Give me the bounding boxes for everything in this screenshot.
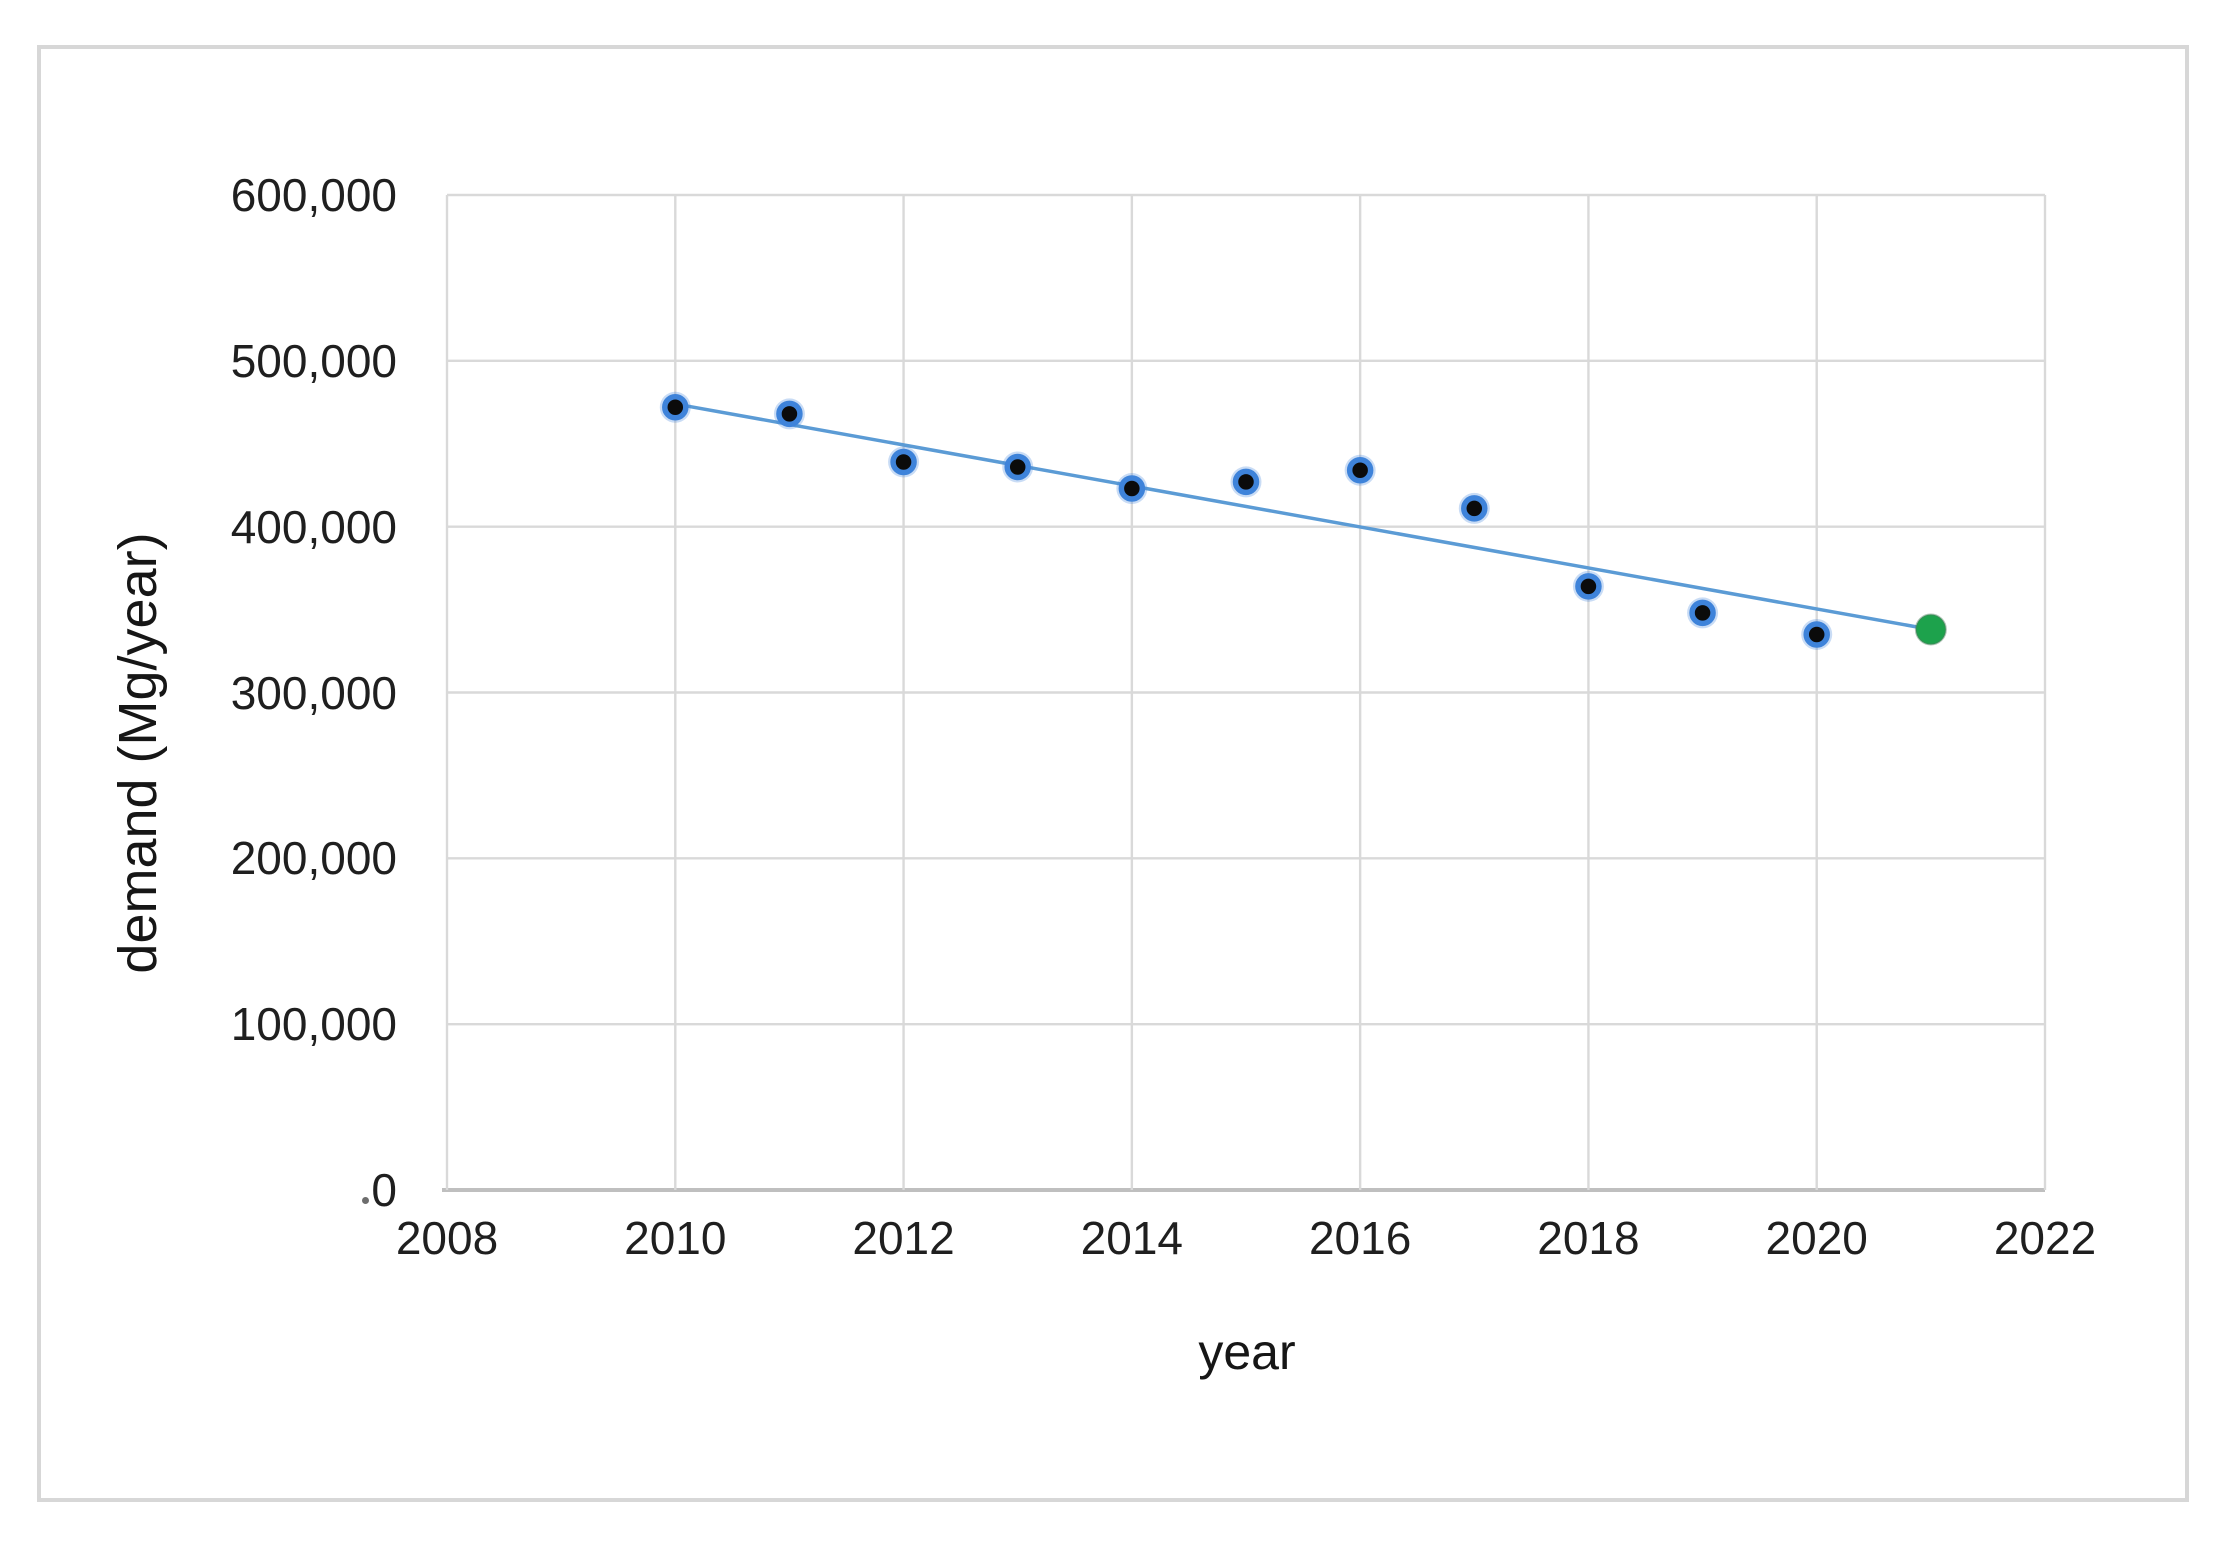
data-point-2013: [1004, 453, 1031, 481]
data-point-2014: [1118, 475, 1146, 502]
data-point-2015: [1232, 468, 1260, 496]
data-point-2018: [1575, 573, 1602, 600]
stray-dot-artifact: [362, 1197, 369, 1204]
y-tick-label-400000: 400,000: [230, 500, 397, 553]
y-tick-label-600000: 600,000: [230, 169, 397, 221]
y-tick-label-200000: 200,000: [230, 832, 397, 885]
data-point-2011: [776, 400, 803, 428]
y-tick-label-0: 0: [371, 1164, 397, 1216]
x-tick-label-2010: 2010: [624, 1212, 727, 1264]
data-point-2016: [1346, 457, 1374, 484]
data-point-2012: [890, 448, 917, 476]
x-tick-label-2012: 2012: [852, 1212, 955, 1264]
data-point-2010: [662, 394, 689, 421]
x-tick-label-2022: 2022: [1993, 1212, 2097, 1264]
chart-figure: [37, 45, 2189, 1502]
x-tick-label-2018: 2018: [1537, 1212, 1640, 1264]
y-tick-label-500000: 500,000: [230, 334, 397, 387]
data-point-2020: [1803, 621, 1830, 648]
x-tick-label-2020: 2020: [1765, 1212, 1868, 1264]
y-tick-label-100000: 100,000: [230, 998, 397, 1051]
y-axis-title: demand (Mg/year): [108, 532, 168, 974]
data-point-2017: [1461, 495, 1488, 522]
data-point-green-2021: [1914, 613, 1947, 646]
y-tick-label-300000: 300,000: [230, 666, 397, 719]
trendline: [673, 402, 1933, 632]
data-point-2019: [1689, 599, 1716, 627]
x-tick-label-2008: 2008: [395, 1212, 499, 1264]
x-tick-label-2016: 2016: [1308, 1212, 1412, 1264]
x-axis-title: year: [1198, 1324, 1296, 1380]
x-tick-label-2014: 2014: [1080, 1212, 1184, 1264]
